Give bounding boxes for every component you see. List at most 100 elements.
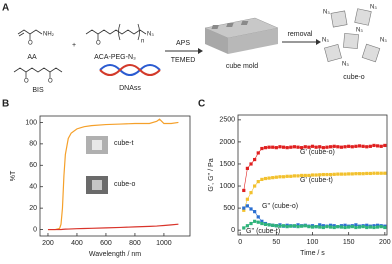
initiator-label: TEMED [171, 57, 196, 64]
data-point [336, 225, 340, 229]
mold-side [205, 28, 228, 54]
arrowhead [316, 39, 321, 45]
series-label: G'' (cube-o) [262, 203, 298, 210]
x-tick-label: 400 [71, 240, 83, 247]
cube [330, 10, 348, 28]
bond [13, 67, 63, 73]
data-point [332, 144, 336, 148]
data-point [321, 225, 325, 230]
data-point [253, 157, 257, 162]
data-point [307, 145, 311, 149]
data-point [383, 171, 387, 175]
data-point [310, 144, 315, 148]
data-point [314, 225, 318, 229]
data-point [310, 173, 315, 177]
data-point [271, 223, 275, 227]
data-point [249, 207, 253, 211]
data-point [285, 146, 289, 150]
group-label: N₃ [380, 38, 387, 44]
data-point [263, 176, 268, 181]
y-tick-label: 1000 [219, 183, 235, 190]
data-point [271, 145, 275, 149]
data-point [328, 225, 333, 229]
data-point [242, 188, 246, 193]
data-point [285, 174, 289, 178]
data-point [285, 225, 289, 229]
data-point [325, 172, 329, 177]
y-tick-label: 100 [25, 119, 37, 126]
cube [324, 44, 342, 62]
data-point [263, 146, 268, 150]
data-point [343, 172, 347, 176]
data-point [318, 225, 322, 229]
data-point [260, 146, 264, 151]
atom: NH₂ [43, 32, 55, 38]
y-tick-label: 80 [29, 141, 37, 148]
data-point [278, 145, 282, 149]
data-point [368, 225, 372, 229]
data-point [249, 221, 253, 226]
group-label: N₃ [322, 38, 329, 44]
data-point [271, 176, 275, 180]
data-point [242, 206, 246, 210]
data-point [347, 225, 351, 229]
reagent-label: DNAss [119, 85, 141, 92]
data-point [292, 224, 297, 228]
data-point [361, 144, 365, 148]
data-point [307, 225, 311, 229]
data-point [300, 146, 304, 150]
data-point [372, 171, 376, 175]
x-tick-label: 800 [129, 240, 141, 247]
data-point [339, 172, 344, 176]
data-point [242, 226, 246, 230]
strand [99, 64, 161, 76]
atom: O [96, 41, 101, 47]
bracket [118, 23, 140, 41]
data-point [368, 144, 372, 148]
data-point [332, 224, 336, 228]
data-point [379, 171, 383, 175]
initiator-label: APS [176, 40, 190, 47]
group-label: N₃ [323, 10, 330, 16]
bond [17, 29, 43, 35]
data-point [281, 224, 286, 228]
data-point [321, 172, 325, 177]
data-point [307, 173, 311, 178]
series-line [47, 118, 179, 231]
data-point [339, 225, 344, 229]
product-label: cube-o [343, 74, 365, 81]
data-point [245, 197, 250, 201]
data-point [256, 215, 260, 219]
data-point [354, 144, 358, 148]
plus: + [72, 42, 76, 49]
data-point [372, 224, 376, 228]
data-point [375, 171, 380, 175]
mold-front [228, 28, 278, 54]
inset-image [92, 140, 102, 150]
data-point [303, 224, 307, 228]
x-tick-label: 200 [379, 239, 391, 246]
data-point [354, 172, 358, 176]
mold-icon [204, 17, 279, 54]
data-point [321, 224, 325, 228]
data-point [260, 221, 264, 226]
data-point [303, 145, 307, 149]
data-point [278, 224, 282, 228]
group-label: N₃ [370, 5, 377, 11]
data-point [249, 162, 253, 166]
x-tick-label: 100 [307, 239, 319, 246]
panel-label: B [2, 99, 9, 110]
data-point [256, 151, 260, 155]
data-point [289, 145, 293, 149]
y-tick-label: 1500 [219, 161, 235, 168]
data-point [375, 223, 380, 227]
y-tick-label: 0 [231, 227, 235, 234]
reagent-label: AA [27, 54, 37, 61]
mold-label: cube mold [226, 63, 258, 70]
data-point [274, 224, 278, 228]
data-point [379, 225, 383, 229]
data-point [289, 174, 293, 178]
data-point [267, 223, 271, 227]
y-tick-label: 2500 [219, 117, 235, 124]
